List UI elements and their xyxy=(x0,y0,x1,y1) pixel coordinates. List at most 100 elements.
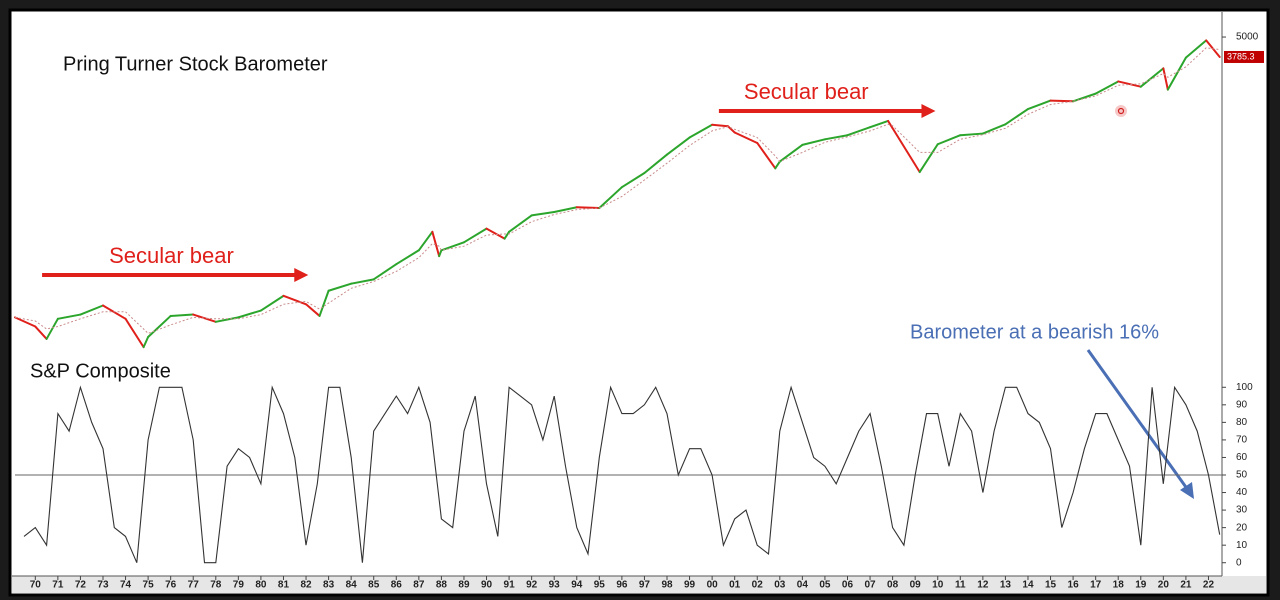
price-segment xyxy=(56,313,82,320)
annotation-arrow xyxy=(1086,349,1190,491)
y-tick-label: 60 xyxy=(1236,452,1248,463)
price-segment xyxy=(14,316,37,328)
x-tick-label: 12 xyxy=(977,580,989,591)
x-tick-label: 97 xyxy=(639,580,651,591)
price-segment xyxy=(142,336,150,349)
y-tick-label: 90 xyxy=(1236,399,1248,410)
price-segment xyxy=(918,143,939,174)
price-segment xyxy=(462,227,488,244)
price-segment xyxy=(643,153,669,174)
x-tick-label: 20 xyxy=(1158,580,1170,591)
annotation-arrowhead xyxy=(294,268,309,282)
price-segment xyxy=(1166,56,1187,91)
x-tick-label: 04 xyxy=(797,580,809,591)
y-tick-label: 50 xyxy=(1236,470,1248,481)
price-segment xyxy=(237,309,262,319)
x-tick-label: 72 xyxy=(75,580,87,591)
price-segment xyxy=(778,143,804,163)
price-segment xyxy=(869,119,890,129)
x-tick-label: 98 xyxy=(661,580,673,591)
price-segment xyxy=(1094,80,1120,95)
price-segment xyxy=(259,294,285,312)
price-segment xyxy=(887,119,894,130)
price-segment xyxy=(305,303,321,317)
price-segment xyxy=(395,249,420,266)
annotation: Secular bear xyxy=(744,79,869,104)
x-tick-label: 83 xyxy=(323,580,335,591)
price-segment xyxy=(282,294,308,306)
x-tick-label: 09 xyxy=(910,580,922,591)
y-tick-label: 30 xyxy=(1236,505,1248,516)
price-segment xyxy=(981,123,1007,135)
annotation-arrowhead xyxy=(1180,482,1194,499)
price-segment xyxy=(891,127,921,174)
price-segment xyxy=(733,131,759,144)
y-tick-label: 100 xyxy=(1236,382,1253,393)
x-tick-label: 22 xyxy=(1203,580,1215,591)
price-segment xyxy=(1004,108,1029,126)
price-segment xyxy=(774,160,781,170)
price-segment xyxy=(508,214,533,233)
price-segment xyxy=(372,263,398,281)
price-segment xyxy=(1026,99,1052,111)
x-tick-label: 14 xyxy=(1022,580,1034,591)
y-tick-label: 0 xyxy=(1236,557,1242,568)
x-tick-label: 70 xyxy=(30,580,42,591)
price-segment xyxy=(440,241,465,252)
price-segment xyxy=(318,289,330,317)
x-tick-label: 91 xyxy=(504,580,516,591)
price-segment xyxy=(192,313,217,323)
x-tick-label: 74 xyxy=(120,580,132,591)
oscillator-line xyxy=(23,385,1221,564)
cursor-highlight xyxy=(1115,105,1127,117)
x-tick-label: 15 xyxy=(1045,580,1057,591)
y-tick-label: 40 xyxy=(1236,487,1248,498)
x-tick-label: 88 xyxy=(436,580,448,591)
price-segment xyxy=(553,206,578,214)
x-tick-label: 05 xyxy=(819,580,831,591)
x-tick-label: 78 xyxy=(210,580,222,591)
price-segment xyxy=(530,211,556,217)
x-tick-label: 21 xyxy=(1180,580,1192,591)
x-tick-label: 87 xyxy=(413,580,425,591)
price-segment xyxy=(417,230,434,252)
x-tick-label: 08 xyxy=(887,580,899,591)
price-segment xyxy=(1072,92,1097,103)
x-tick-label: 03 xyxy=(774,580,786,591)
x-tick-label: 73 xyxy=(97,580,109,591)
x-tick-label: 89 xyxy=(458,580,470,591)
price-segment xyxy=(438,249,443,258)
x-tick-label: 17 xyxy=(1090,580,1102,591)
x-tick-label: 84 xyxy=(346,580,358,591)
x-tick-label: 95 xyxy=(594,580,606,591)
oscillator-title: S&P Composite xyxy=(30,360,171,382)
x-tick-label: 06 xyxy=(842,580,854,591)
x-tick-label: 80 xyxy=(255,580,267,591)
price-segment xyxy=(350,278,375,285)
y-tick-label: 20 xyxy=(1236,522,1248,533)
x-tick-label: 00 xyxy=(707,580,719,591)
y-tick-label: 10 xyxy=(1236,540,1248,551)
annotation: Secular bear xyxy=(109,243,234,268)
x-tick-label: 90 xyxy=(481,580,493,591)
price-segment xyxy=(620,171,646,189)
price-segment xyxy=(711,123,729,128)
price-segment xyxy=(214,316,240,323)
annotation-arrowhead xyxy=(921,104,936,118)
x-tick-label: 07 xyxy=(864,580,876,591)
x-tick-label: 94 xyxy=(571,580,583,591)
price-segment xyxy=(801,138,826,146)
x-tick-label: 86 xyxy=(391,580,403,591)
price-segment xyxy=(598,186,623,210)
x-tick-label: 96 xyxy=(616,580,628,591)
x-axis-strip xyxy=(12,576,1266,593)
price-segment xyxy=(124,317,145,349)
x-tick-label: 11 xyxy=(955,580,966,591)
x-tick-label: 81 xyxy=(278,580,290,591)
price-segment xyxy=(431,230,441,258)
price-segment xyxy=(79,304,104,316)
x-tick-label: 18 xyxy=(1113,580,1125,591)
x-tick-label: 77 xyxy=(188,580,200,591)
y-tick-label: 70 xyxy=(1236,435,1248,446)
